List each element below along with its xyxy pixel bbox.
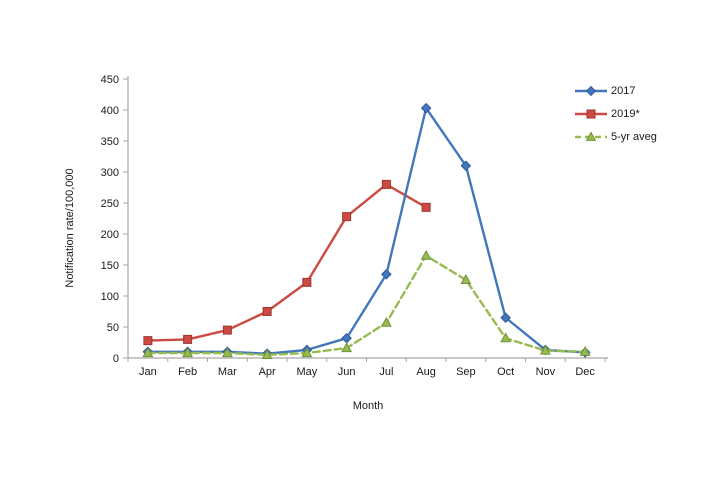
legend-label-2017: 2017 (611, 85, 636, 97)
y-axis-title: Notification rate/100,000 (64, 168, 76, 288)
svg-text:Dec: Dec (575, 366, 595, 378)
svg-text:150: 150 (101, 260, 119, 272)
legend-label-5yr-avg: 5-yr aveg (611, 131, 657, 143)
svg-text:100: 100 (101, 291, 119, 303)
svg-text:Apr: Apr (259, 366, 276, 378)
svg-text:Jul: Jul (379, 366, 393, 378)
svg-text:50: 50 (107, 322, 119, 334)
svg-text:300: 300 (101, 167, 119, 179)
svg-text:Mar: Mar (218, 366, 237, 378)
legend-item-2017: 2017 (574, 84, 657, 98)
legend-swatch-2019-icon (575, 109, 607, 119)
svg-text:Oct: Oct (497, 366, 514, 378)
legend-label-2019: 2019* (611, 108, 640, 120)
svg-text:Sep: Sep (456, 366, 476, 378)
svg-text:Feb: Feb (178, 366, 197, 378)
axes (127, 76, 608, 359)
legend-item-5yr-avg: 5-yr aveg (574, 130, 657, 144)
svg-text:350: 350 (101, 136, 119, 148)
series-5-yr-aveg (142, 249, 591, 359)
svg-text:Jan: Jan (139, 366, 157, 378)
series-2019- (143, 179, 431, 346)
svg-text:Aug: Aug (416, 366, 436, 378)
svg-text:Jun: Jun (338, 366, 356, 378)
legend-item-2019: 2019* (574, 107, 657, 121)
svg-text:Nov: Nov (536, 366, 556, 378)
x-axis-ticks: Jan Feb Mar Apr May Jun Jul Aug Sep Oct Nov Dec (127, 358, 606, 378)
legend-swatch-2017-icon (575, 85, 607, 97)
legend-swatch-5yr-avg-icon (575, 131, 607, 141)
legend: 2017 2019* 5-yr aveg (574, 84, 657, 153)
y-axis-ticks: 0 50 100 150 200 250 300 350 400 450 (101, 74, 128, 365)
svg-text:450: 450 (101, 74, 119, 86)
svg-text:400: 400 (101, 105, 119, 117)
svg-text:May: May (296, 366, 317, 378)
svg-text:0: 0 (113, 353, 119, 365)
svg-text:250: 250 (101, 198, 119, 210)
svg-text:200: 200 (101, 229, 119, 241)
x-axis-title: Month (352, 400, 384, 412)
series-2017 (142, 102, 591, 359)
